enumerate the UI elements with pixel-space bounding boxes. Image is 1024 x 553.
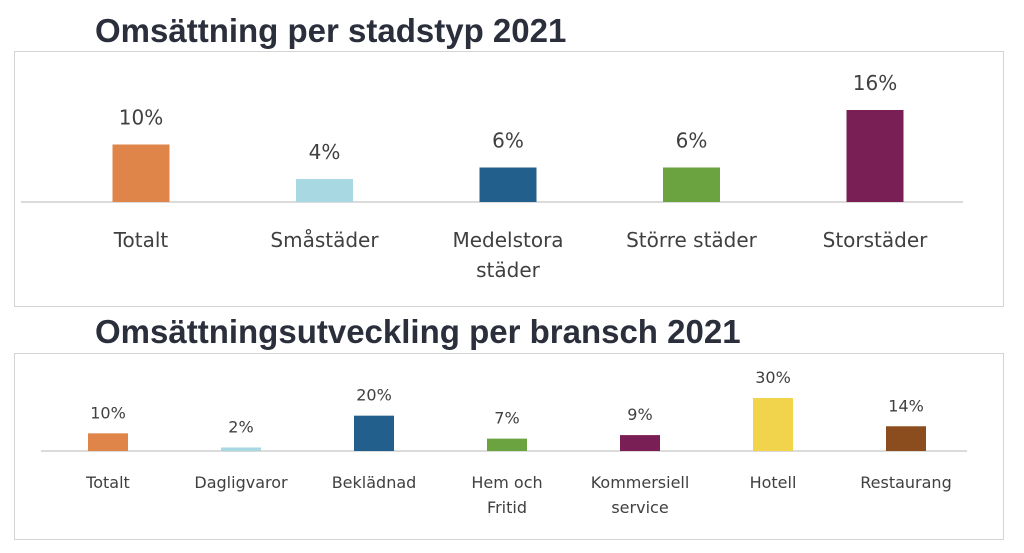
category-label: Beklädnad bbox=[332, 473, 417, 492]
category-label: Storstäder bbox=[823, 228, 929, 252]
bar bbox=[846, 110, 904, 202]
category-label: Fritid bbox=[487, 498, 527, 517]
data-label: 10% bbox=[90, 403, 126, 422]
category-label: Totalt bbox=[113, 228, 169, 252]
bar bbox=[487, 438, 527, 451]
bar bbox=[620, 435, 660, 451]
data-label: 6% bbox=[676, 129, 708, 153]
category-label: städer bbox=[476, 258, 541, 282]
data-label: 4% bbox=[309, 140, 341, 164]
chart-2-title: Omsättningsutveckling per bransch 2021 bbox=[95, 313, 741, 350]
bar bbox=[88, 433, 128, 451]
category-label: Hem och bbox=[471, 473, 542, 492]
bar bbox=[479, 167, 537, 202]
category-label: service bbox=[611, 498, 668, 517]
category-label: Totalt bbox=[85, 473, 130, 492]
data-label: 16% bbox=[853, 71, 897, 95]
bar bbox=[112, 144, 170, 202]
category-label: Kommersiell bbox=[591, 473, 690, 492]
category-label: Hotell bbox=[750, 473, 797, 492]
category-label: Småstäder bbox=[270, 228, 379, 252]
bar bbox=[296, 179, 353, 202]
bar bbox=[663, 167, 720, 202]
category-label: Dagligvaror bbox=[194, 473, 288, 492]
data-label: 7% bbox=[494, 409, 519, 428]
bar bbox=[354, 415, 394, 451]
chart-2-plot: 10% Totalt 2% Dagligvaror 20% Beklädnad 7% Hem … bbox=[41, 368, 967, 517]
category-label: Större städer bbox=[626, 228, 758, 252]
category-label: Medelstora bbox=[452, 228, 563, 252]
data-label: 20% bbox=[356, 386, 392, 405]
chart-1-plot: 10% Totalt 4% Småstäder 6% Medelstora städer 6%… bbox=[21, 71, 963, 282]
data-label: 2% bbox=[228, 417, 253, 436]
data-label: 30% bbox=[755, 368, 791, 387]
bar bbox=[221, 447, 261, 451]
data-label: 6% bbox=[492, 129, 524, 153]
bar bbox=[753, 398, 793, 451]
category-label: Restaurang bbox=[860, 473, 951, 492]
data-label: 9% bbox=[627, 405, 652, 424]
bar bbox=[886, 426, 926, 451]
data-label: 10% bbox=[119, 106, 163, 130]
chart-1-title: Omsättning per stadstyp 2021 bbox=[95, 12, 567, 49]
data-label: 14% bbox=[888, 396, 924, 415]
chart-2-panel: 10% Totalt 2% Dagligvaror 20% Beklädnad 7% Hem … bbox=[14, 353, 1004, 540]
chart-1-panel: 10% Totalt 4% Småstäder 6% Medelstora städer 6%… bbox=[14, 51, 1004, 307]
